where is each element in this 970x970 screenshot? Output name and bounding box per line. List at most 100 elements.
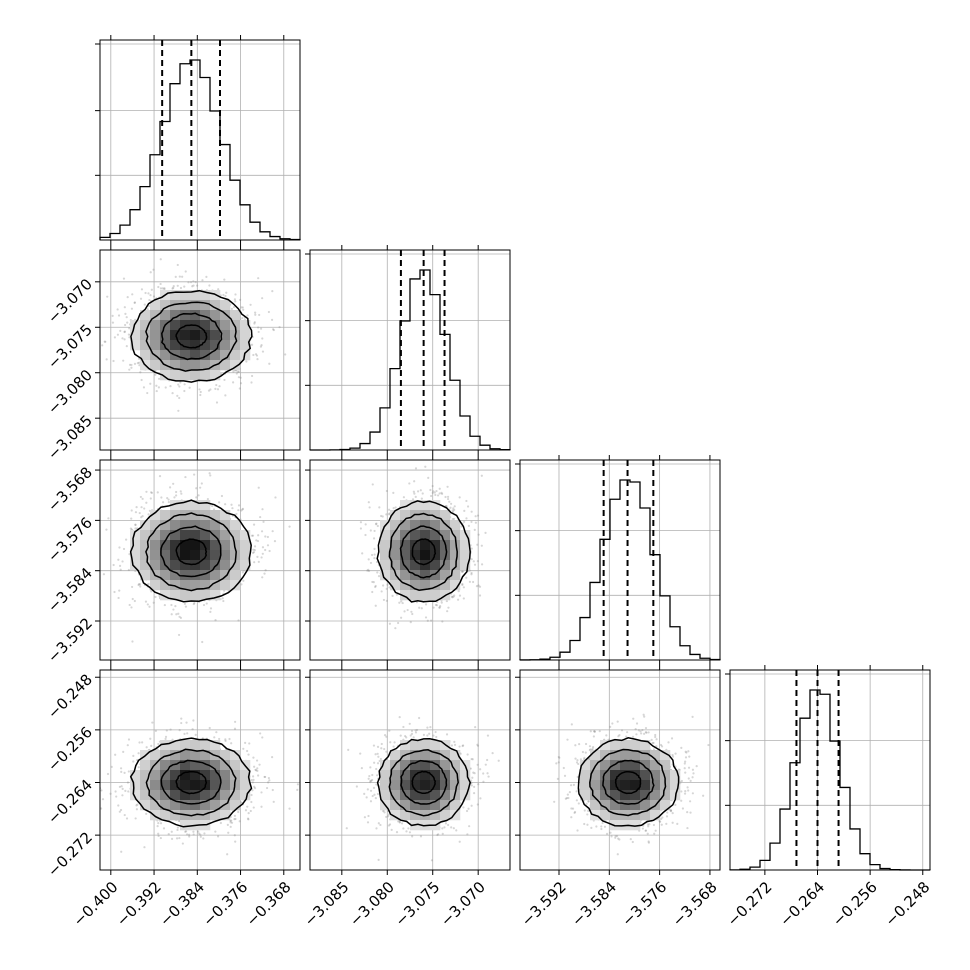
scatter-point [133, 301, 136, 304]
scatter-point [463, 520, 466, 523]
panel-frame [99, 459, 301, 661]
scatter-point [134, 569, 137, 573]
scatter-point [117, 558, 120, 561]
scatter-point [149, 497, 152, 500]
scatter-point [480, 563, 484, 566]
density-cell [150, 310, 161, 321]
contours [130, 289, 253, 383]
density-cell [390, 520, 401, 531]
scatter-point [456, 598, 460, 601]
density-cell [180, 310, 191, 321]
density-cell [240, 550, 251, 561]
scatter-point [221, 597, 224, 600]
scatter-point [447, 606, 450, 609]
density-cell [450, 580, 461, 591]
scatter-point [220, 494, 224, 498]
density-cell [130, 550, 141, 561]
scatter-point [163, 603, 166, 607]
scatter-point [440, 491, 443, 494]
scatter-point [250, 534, 254, 537]
scatter-point [473, 528, 476, 531]
density-cell [180, 580, 191, 591]
scatter-point [124, 323, 127, 327]
scatter-point [181, 275, 184, 278]
scatter-point [176, 284, 179, 287]
density-cell [200, 370, 211, 381]
scatter-point [149, 271, 152, 274]
scatter-point [158, 474, 162, 478]
scatter-point [426, 619, 429, 622]
scatter-point [199, 390, 202, 394]
scatter-point [169, 385, 172, 388]
scatter-point [413, 480, 416, 483]
density-cell [140, 320, 151, 331]
scatter-point [230, 503, 233, 506]
density-cell [200, 560, 211, 571]
scatter-point [166, 496, 169, 500]
scatter-point [364, 523, 367, 526]
scatter-point [434, 493, 437, 497]
scatter-point [134, 511, 138, 514]
scatter-point [174, 275, 177, 278]
scatter-point [141, 741, 144, 744]
scatter-point [148, 605, 151, 608]
scatter-point [380, 590, 383, 593]
scatter-point [474, 515, 477, 518]
scatter-point [420, 607, 423, 610]
scatter-point [409, 621, 412, 624]
scatter-point [258, 763, 261, 766]
density-cell [450, 540, 461, 551]
scatter-point [130, 517, 133, 520]
scatter-point [420, 497, 423, 500]
scatter-point [374, 585, 377, 589]
scatter-point [122, 547, 126, 551]
scatter-point [467, 524, 470, 528]
scatter-point [148, 298, 151, 302]
scatter-point [125, 817, 129, 820]
scatter-point [209, 610, 212, 613]
scatter-point [137, 582, 141, 586]
scatter-point [208, 472, 211, 475]
scatter-point [370, 553, 374, 557]
scatter-point [385, 587, 388, 590]
scatter-point [118, 564, 122, 567]
scatter-point [369, 529, 372, 532]
scatter-point [260, 344, 263, 347]
density-cell [190, 330, 201, 341]
scatter-point [229, 825, 232, 828]
density-cell [170, 590, 181, 601]
scatter-point [367, 568, 370, 571]
density-cell [220, 510, 231, 521]
scatter-point [146, 308, 149, 311]
scatter-point [261, 552, 264, 555]
density-cell [140, 550, 151, 561]
density-cell [180, 540, 191, 551]
scatter-point [138, 511, 141, 515]
scatter-point [470, 547, 473, 550]
scatter-point [125, 345, 128, 348]
density-panel [102, 472, 291, 644]
density-cell [230, 520, 241, 531]
density-cell [430, 510, 441, 521]
grid-lines [310, 460, 510, 660]
scatter-point [128, 327, 131, 330]
scatter-point [414, 467, 418, 470]
grid-lines [520, 460, 720, 660]
scatter-point [376, 571, 379, 574]
scatter-point [453, 505, 456, 508]
scatter-point [229, 821, 232, 824]
density-cell [180, 500, 191, 511]
scatter-point [366, 569, 369, 572]
scatter-point [272, 328, 275, 332]
density-cell [390, 580, 401, 591]
scatter-point [175, 613, 178, 616]
density-cell [150, 580, 161, 591]
scatter-point [257, 330, 260, 334]
scatter-point [247, 812, 250, 815]
density-cell [380, 550, 391, 561]
density-cell [240, 320, 251, 331]
scatter-point [242, 579, 245, 582]
scatter-point [209, 474, 212, 477]
density-cell [210, 340, 221, 351]
scatter-point [424, 603, 428, 606]
